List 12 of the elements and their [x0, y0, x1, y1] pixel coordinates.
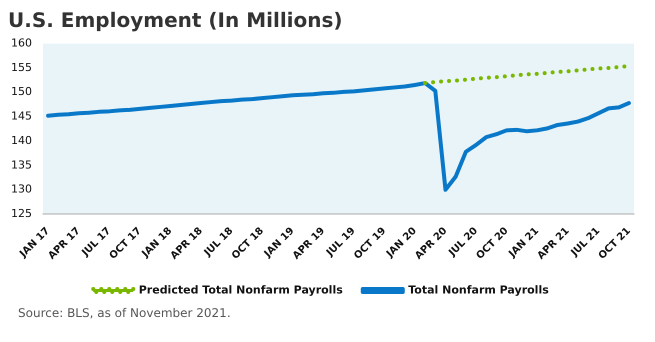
chart-title: U.S. Employment (In Millions)	[8, 8, 344, 34]
y-tick-label: 155	[10, 60, 32, 74]
y-tick-label: 150	[10, 85, 32, 98]
y-tick-label: 160	[10, 36, 32, 50]
y-tick-label: 140	[10, 134, 32, 147]
legend-label: Predicted Total Nonfarm Payrolls	[138, 283, 344, 296]
legend-label: Total Nonfarm Payrolls	[408, 283, 550, 296]
source-note: Source: BLS, as of November 2021.	[18, 306, 232, 320]
y-tick-label: 130	[10, 182, 32, 196]
y-tick-label: 145	[10, 110, 32, 123]
y-tick-label: 125	[10, 206, 32, 220]
y-tick-label: 135	[10, 158, 32, 172]
